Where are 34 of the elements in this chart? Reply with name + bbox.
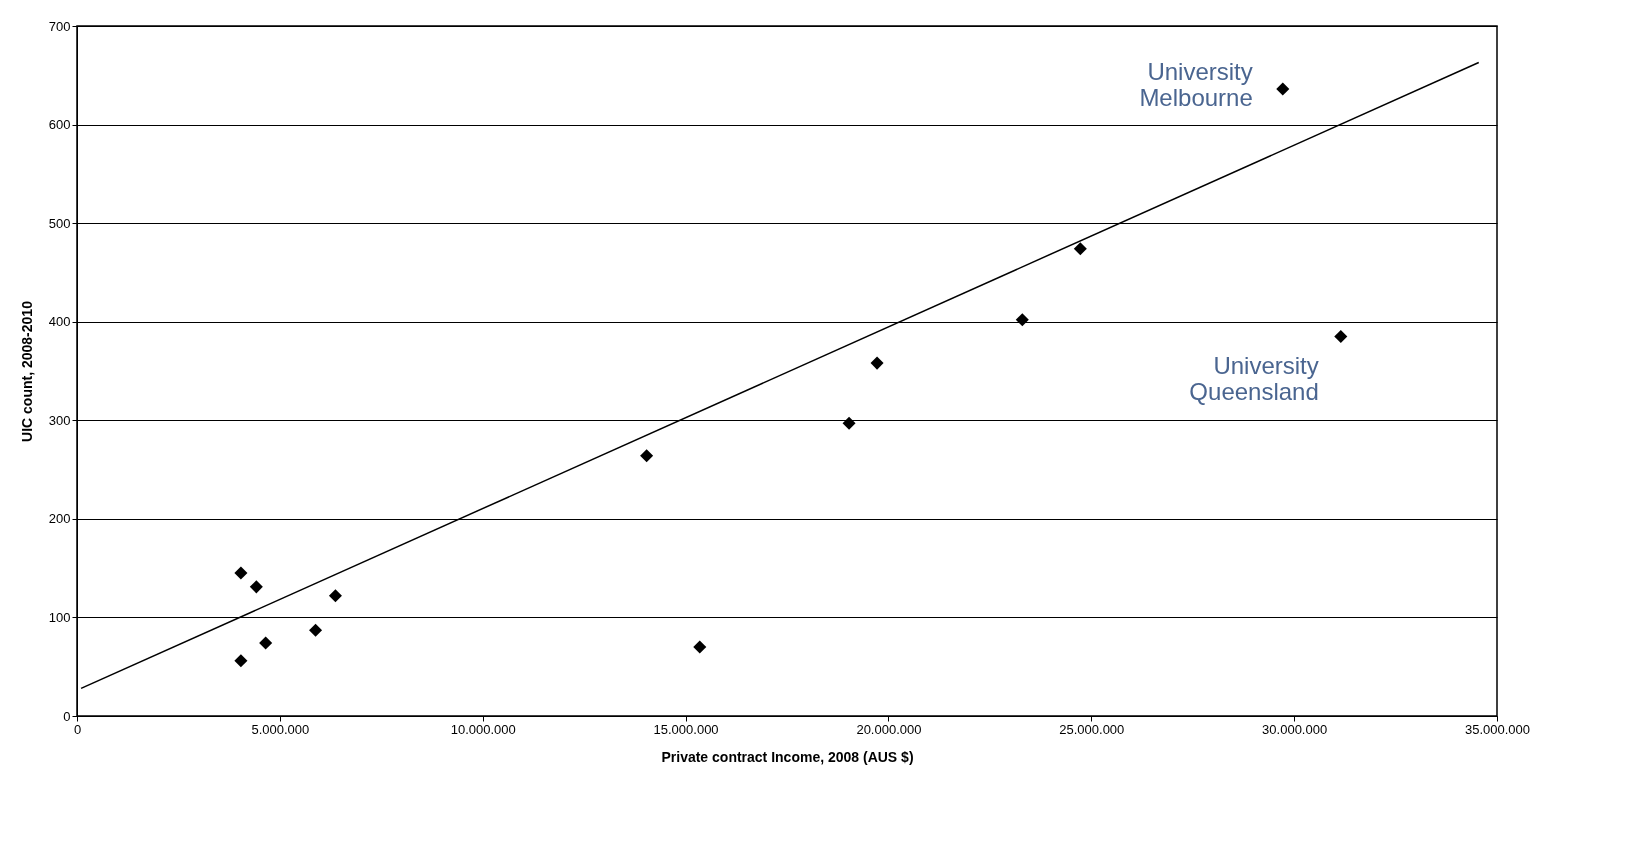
y-tick-label: 600: [48, 117, 71, 133]
annotation: University Melbourne: [1139, 58, 1253, 112]
y-tick-label: 0: [63, 708, 71, 724]
x-tick-label: 15.000.000: [653, 721, 719, 737]
x-tick-label: 30.000.000: [1262, 721, 1328, 737]
point: [234, 566, 248, 580]
point: [234, 654, 248, 668]
y-tick-label: 100: [48, 609, 71, 625]
x-axis-title: Private contract Income, 2008 (AUS $): [661, 748, 914, 765]
y-tick-label: 400: [48, 314, 71, 330]
y-tick-label: 700: [48, 18, 71, 34]
x-tick-label: 5.000.000: [251, 721, 310, 737]
x-tick-label: 10.000.000: [450, 721, 516, 737]
x-tick-label: 35.000.000: [1464, 721, 1531, 737]
point: [1276, 82, 1290, 96]
point: [328, 589, 342, 603]
point: [1073, 242, 1087, 256]
y-tick-label: 500: [48, 215, 71, 231]
point: [259, 636, 273, 650]
point: [1334, 329, 1348, 344]
point: [249, 580, 263, 594]
y-axis-title: UIC count, 2008-2010: [18, 300, 35, 442]
point: [842, 416, 856, 430]
x-tick-label: 0: [73, 721, 82, 737]
point: [693, 640, 707, 654]
y-tick-label: 200: [48, 511, 71, 527]
point: [1015, 313, 1029, 327]
point: [309, 623, 323, 637]
y-tick-label: 300: [48, 412, 71, 428]
annotation: University Queensland: [1189, 351, 1319, 405]
point: [870, 356, 884, 370]
x-tick-label: 20.000.000: [856, 721, 922, 737]
point: [640, 449, 654, 463]
x-tick-label: 25.000.000: [1059, 721, 1125, 737]
